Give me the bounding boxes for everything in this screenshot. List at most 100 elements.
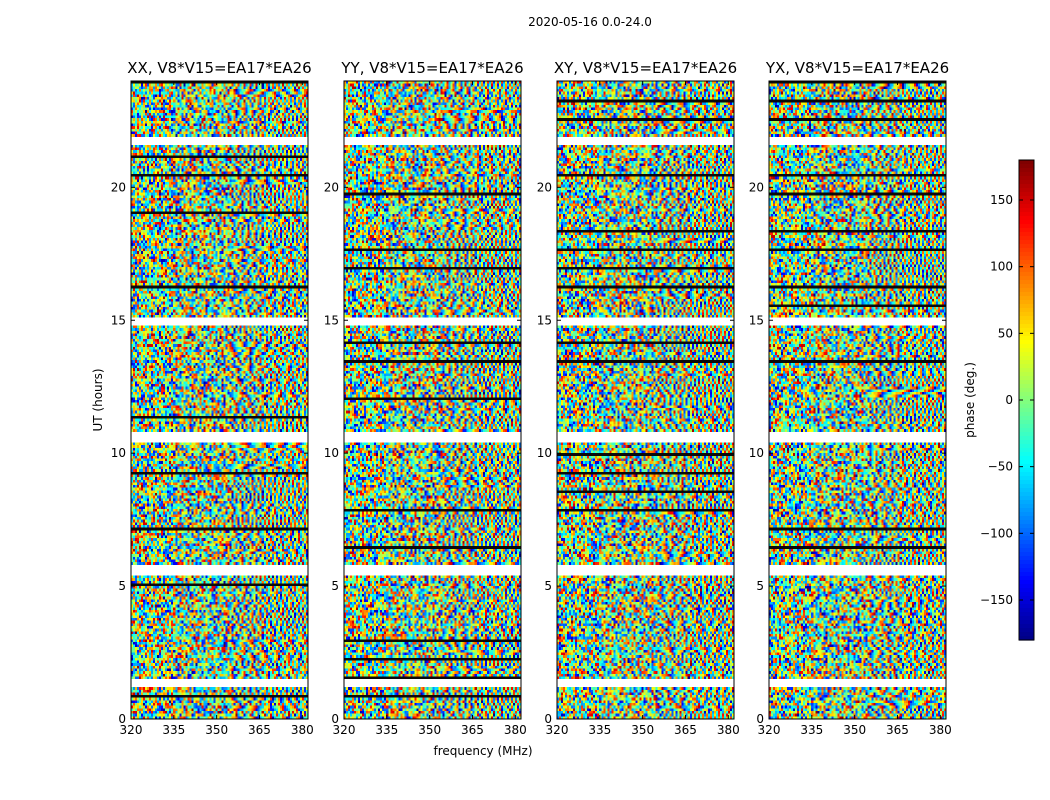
y-tick-label: 5 <box>118 579 126 593</box>
colorbar-swatch <box>1019 316 1034 321</box>
y-tick-label: 10 <box>749 446 764 460</box>
panel-frame <box>130 80 309 720</box>
x-tick-label: 350 <box>843 723 866 737</box>
colorbar-swatch <box>1019 204 1034 209</box>
colorbar-swatch <box>1019 468 1034 473</box>
colorbar-swatch <box>1019 628 1034 633</box>
colorbar-swatch <box>1019 396 1034 401</box>
colorbar-swatch <box>1019 216 1034 221</box>
colorbar-swatch <box>1019 428 1034 433</box>
colorbar-swatch <box>1019 492 1034 497</box>
colorbar-swatch <box>1019 604 1034 609</box>
y-tick-label: 20 <box>111 180 126 194</box>
y-tick-label: 10 <box>111 446 126 460</box>
y-tick-label: 0 <box>331 712 339 726</box>
colorbar-swatch <box>1019 572 1034 577</box>
colorbar-swatch <box>1019 372 1034 377</box>
x-tick-label: 350 <box>418 723 441 737</box>
colorbar-swatch <box>1019 412 1034 417</box>
colorbar-swatch <box>1019 508 1034 513</box>
colorbar-swatch <box>1019 600 1034 605</box>
colorbar-swatch <box>1019 528 1034 533</box>
colorbar-swatch <box>1019 624 1034 629</box>
colorbar-swatch <box>1019 300 1034 305</box>
colorbar-swatch <box>1019 596 1034 601</box>
colorbar-swatch <box>1019 228 1034 233</box>
colorbar-swatch <box>1019 312 1034 317</box>
colorbar-swatch <box>1019 268 1034 273</box>
phase-waterfall <box>769 81 946 719</box>
colorbar-swatch <box>1019 172 1034 177</box>
colorbar-swatch <box>1019 208 1034 213</box>
phase-waterfall <box>557 81 734 719</box>
colorbar-swatch <box>1019 556 1034 561</box>
colorbar-swatch <box>1019 424 1034 429</box>
colorbar-swatch <box>1019 272 1034 277</box>
x-tick-label: 335 <box>375 723 398 737</box>
colorbar-label: phase (deg.) <box>963 362 977 438</box>
phase-waterfall <box>131 81 308 719</box>
colorbar-swatch <box>1019 576 1034 581</box>
y-tick-label: 15 <box>111 313 126 327</box>
colorbar-swatch <box>1019 232 1034 237</box>
y-axis-label: UT (hours) <box>91 368 105 431</box>
colorbar-swatch <box>1019 188 1034 193</box>
colorbar-swatch <box>1019 244 1034 249</box>
colorbar-swatch <box>1019 520 1034 525</box>
colorbar-swatch <box>1019 376 1034 381</box>
colorbar-swatch <box>1019 544 1034 549</box>
y-tick-label: 5 <box>544 579 552 593</box>
y-tick-label: 0 <box>756 712 764 726</box>
colorbar-swatch <box>1019 560 1034 565</box>
colorbar-swatch <box>1019 184 1034 189</box>
colorbar-swatch <box>1019 180 1034 185</box>
panel-frame <box>343 80 522 720</box>
colorbar-swatch <box>1019 320 1034 325</box>
colorbar-swatch <box>1019 636 1034 641</box>
colorbar-swatch <box>1019 496 1034 501</box>
colorbar-swatch <box>1019 264 1034 269</box>
colorbar-swatch <box>1019 336 1034 341</box>
colorbar-swatch <box>1019 516 1034 521</box>
x-tick-label: 335 <box>162 723 185 737</box>
colorbar-swatch <box>1019 580 1034 585</box>
colorbar-swatch <box>1019 432 1034 437</box>
colorbar-swatch <box>1019 488 1034 493</box>
x-tick-label: 320 <box>333 723 356 737</box>
colorbar-swatch <box>1019 200 1034 205</box>
y-tick-label: 15 <box>324 313 339 327</box>
y-tick-label: 15 <box>749 313 764 327</box>
colorbar-swatch <box>1019 464 1034 469</box>
colorbar-swatch <box>1019 588 1034 593</box>
colorbar-swatch <box>1019 236 1034 241</box>
panel-xy: XY, V8*V15=EA17*EA26 320 335 350 365 380 0 5 10 1… <box>537 59 740 737</box>
colorbar-swatch <box>1019 332 1034 337</box>
colorbar-swatch <box>1019 196 1034 201</box>
colorbar-swatch <box>1019 512 1034 517</box>
figure-suptitle: 2020-05-16 0.0-24.0 <box>528 15 652 29</box>
colorbar-swatch <box>1019 388 1034 393</box>
y-tick-label: 5 <box>756 579 764 593</box>
panel-title: YX, V8*V15=EA17*EA26 <box>765 59 949 77</box>
colorbar-swatch <box>1019 368 1034 373</box>
x-tick-label: 365 <box>886 723 909 737</box>
panel-title: XY, V8*V15=EA17*EA26 <box>554 59 737 77</box>
colorbar-swatch <box>1019 612 1034 617</box>
x-axis-label: frequency (MHz) <box>433 744 532 758</box>
panel-xx: XX, V8*V15=EA17*EA26 320 335 350 365 380 0 5 10 1… <box>111 59 314 737</box>
x-tick-label: 380 <box>291 723 314 737</box>
y-tick-label: 0 <box>118 712 126 726</box>
colorbar-swatch <box>1019 296 1034 301</box>
colorbar-swatch <box>1019 248 1034 253</box>
x-tick-label: 320 <box>120 723 143 737</box>
colorbar-swatch <box>1019 392 1034 397</box>
colorbar-swatch <box>1019 308 1034 313</box>
colorbar-swatch <box>1019 164 1034 169</box>
panel-frame <box>768 80 947 720</box>
colorbar-swatch <box>1019 224 1034 229</box>
colorbar-swatch <box>1019 568 1034 573</box>
colorbar-swatch <box>1019 288 1034 293</box>
colorbar-swatch <box>1019 608 1034 613</box>
y-tick-label: 5 <box>331 579 339 593</box>
colorbar-swatch <box>1019 292 1034 297</box>
